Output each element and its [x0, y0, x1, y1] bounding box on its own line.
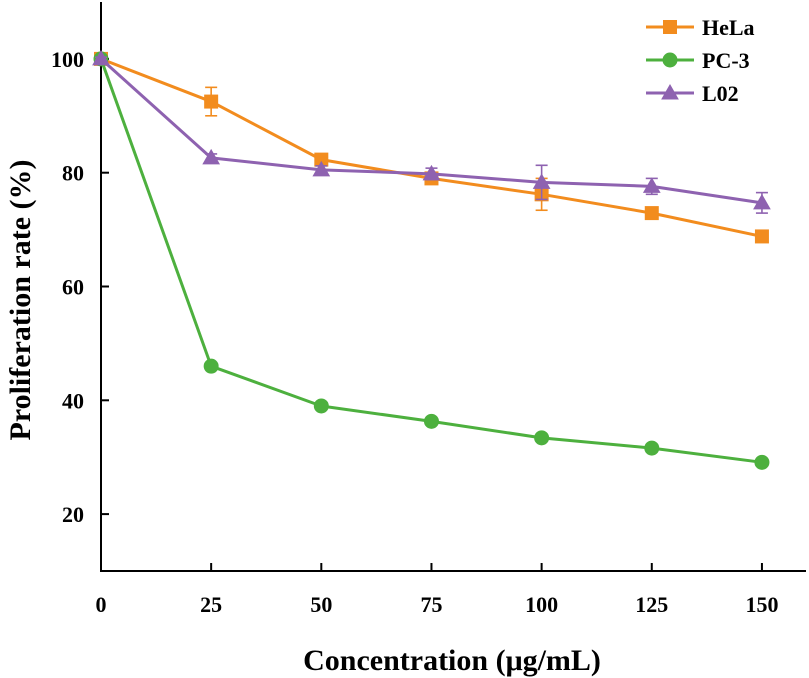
y-axis-title: Proliferation rate (%) — [4, 159, 37, 440]
data-point-pc-3 — [534, 430, 550, 446]
data-point-pc-3 — [423, 413, 439, 429]
series-pc-3 — [93, 51, 770, 470]
x-tick-label: 150 — [745, 592, 778, 617]
series-l02 — [92, 49, 771, 214]
y-ticks: 20 40 60 80 100 — [51, 47, 109, 527]
data-point-pc-3 — [203, 358, 219, 374]
data-point-l02 — [642, 177, 661, 193]
x-tick-label: 0 — [96, 592, 107, 617]
data-point-pc-3 — [644, 440, 660, 456]
data-point-l02 — [422, 164, 441, 181]
legend-item-hela: HeLa — [646, 15, 755, 40]
x-tick-label: 25 — [200, 592, 222, 617]
y-tick-label: 20 — [62, 502, 84, 527]
x-ticks: 0 25 50 75 100 125 150 — [96, 563, 778, 617]
legend-item-l02: L02 — [646, 81, 739, 106]
series-line-pc-3 — [99, 58, 763, 464]
data-point-hela — [754, 229, 769, 244]
legend-item-pc-3: PC-3 — [646, 48, 750, 73]
legend-label: PC-3 — [702, 48, 750, 73]
x-tick-label: 75 — [420, 592, 442, 617]
data-point-l02 — [312, 160, 331, 177]
y-tick-label: 60 — [62, 275, 84, 300]
y-tick-label: 40 — [62, 388, 84, 413]
data-point-l02 — [92, 49, 110, 66]
legend-marker — [661, 83, 679, 100]
legend-label: HeLa — [702, 15, 755, 40]
legend-marker — [662, 52, 678, 68]
y-tick-label: 100 — [51, 47, 84, 72]
x-tick-label: 100 — [525, 592, 558, 617]
data-point-hela — [204, 94, 219, 109]
series-hela — [94, 51, 769, 244]
data-point-pc-3 — [754, 454, 770, 470]
data-point-l02 — [753, 193, 771, 210]
legend: HeLa PC-3 L02 — [646, 15, 755, 106]
data-point-hela — [644, 206, 659, 221]
legend-label: L02 — [702, 81, 739, 106]
y-tick-label: 80 — [62, 161, 84, 186]
legend-marker — [663, 20, 677, 34]
x-tick-label: 125 — [635, 592, 668, 617]
data-point-pc-3 — [313, 398, 329, 414]
x-axis-title: Concentration (μg/mL) — [303, 644, 601, 677]
x-tick-label: 50 — [310, 592, 332, 617]
series-layer — [92, 49, 771, 470]
data-point-l02 — [532, 173, 551, 189]
data-point-l02 — [202, 148, 221, 165]
